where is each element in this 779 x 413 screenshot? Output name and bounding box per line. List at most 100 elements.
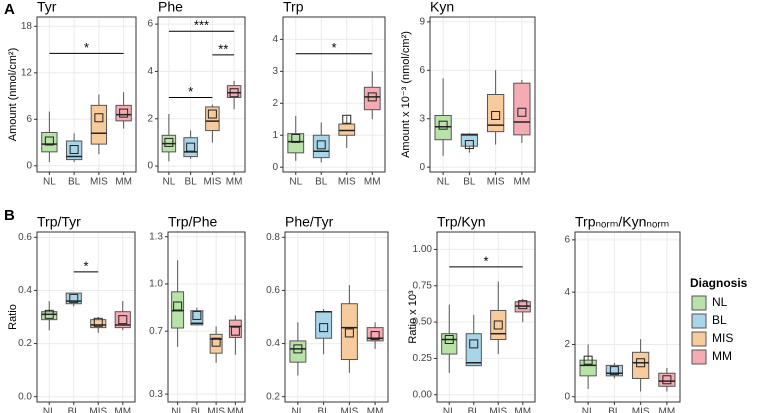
- mean: [44, 309, 54, 319]
- mean: [119, 108, 129, 118]
- box: [605, 364, 624, 377]
- x-tick-label: MIS: [338, 177, 356, 188]
- chart-title: Trp/Tyr: [37, 214, 81, 230]
- x-tick-label: BL: [608, 407, 621, 413]
- x-tick-label: NL: [291, 407, 304, 413]
- y-tick-label: 6: [419, 65, 425, 76]
- box: [228, 319, 242, 338]
- x-tick-label: MM: [364, 177, 381, 188]
- y-tick-label: 0.25: [413, 353, 433, 364]
- mean: [118, 315, 128, 325]
- legend-swatch: [691, 313, 707, 329]
- plot-border: [574, 231, 681, 403]
- mean: [192, 310, 202, 320]
- mean: [291, 133, 301, 143]
- box: [340, 303, 358, 360]
- y-tick-label: 0.8: [266, 232, 280, 243]
- x-tick-label: MIS: [203, 177, 221, 188]
- y-tick-label: 6: [147, 19, 153, 30]
- mean: [491, 110, 501, 120]
- mean: [211, 337, 221, 347]
- y-tick-label: 4: [564, 287, 570, 298]
- chart-title: Tyr: [37, 0, 57, 15]
- y-axis-label: Amount (nmol/cm²): [7, 48, 19, 142]
- x-tick-label: BL: [315, 177, 328, 188]
- y-tick-label: 0: [147, 161, 153, 172]
- box: [183, 137, 198, 158]
- mean: [319, 323, 329, 333]
- x-tick-label: MIS: [632, 407, 650, 413]
- x-tick-label: NL: [289, 177, 302, 188]
- box: [631, 351, 650, 379]
- box: [65, 292, 82, 305]
- mean: [370, 331, 380, 341]
- significance-label: **: [218, 41, 228, 56]
- y-tick-label: 0: [419, 162, 425, 173]
- x-tick-label: BL: [191, 407, 204, 413]
- y-tick-label: 0.0: [18, 391, 32, 402]
- box: [90, 319, 107, 329]
- y-tick-label: 0.75: [413, 280, 433, 291]
- mean: [583, 355, 593, 365]
- y-tick-label: 2: [147, 113, 153, 124]
- x-tick-label: BL: [68, 177, 81, 188]
- panel-label: B: [4, 207, 15, 224]
- x-tick-label: MM: [367, 407, 384, 413]
- box: [287, 133, 305, 154]
- box: [658, 372, 676, 387]
- legend-swatch: [691, 295, 707, 311]
- x-tick-label: MM: [227, 407, 244, 413]
- y-tick-label: 0.4: [18, 285, 32, 296]
- y-tick-label: 0.00: [413, 389, 433, 400]
- mean: [93, 317, 103, 327]
- box: [41, 311, 58, 321]
- y-tick-label: 1.00: [413, 244, 433, 255]
- x-tick-label: MIS: [340, 407, 358, 413]
- x-tick-label: BL: [463, 177, 476, 188]
- mean: [518, 300, 528, 310]
- plot-border: [284, 231, 389, 403]
- mean: [609, 366, 619, 376]
- legend-swatch: [691, 349, 707, 365]
- box: [465, 333, 482, 367]
- y-tick-label: 0.3: [149, 389, 163, 400]
- legend-swatch: [691, 331, 707, 347]
- y-tick-label: 3: [272, 66, 278, 77]
- box: [226, 85, 242, 98]
- y-tick-label: 12: [21, 67, 33, 78]
- chart-title: Kyn: [430, 0, 454, 15]
- x-tick-label: MIS: [89, 407, 107, 413]
- box: [289, 340, 307, 363]
- x-tick-label: MIS: [207, 407, 225, 413]
- box: [312, 134, 330, 159]
- plot-border: [436, 231, 536, 403]
- mean: [464, 140, 474, 150]
- plot-border: [429, 16, 536, 173]
- box: [579, 359, 597, 377]
- x-tick-label: MIS: [489, 407, 507, 413]
- y-tick-label: 9: [419, 16, 425, 27]
- box: [363, 86, 381, 111]
- panel-label: A: [4, 1, 15, 18]
- x-tick-label: BL: [318, 407, 331, 413]
- x-tick-label: NL: [43, 407, 56, 413]
- mean: [342, 114, 352, 124]
- x-tick-label: BL: [468, 407, 481, 413]
- x-tick-label: NL: [437, 177, 450, 188]
- x-tick-label: MM: [659, 407, 676, 413]
- x-tick-label: BL: [185, 177, 198, 188]
- significance-label: *: [188, 84, 193, 99]
- y-tick-label: 1.0: [149, 279, 163, 290]
- significance-label: *: [83, 258, 88, 273]
- mean: [207, 109, 217, 119]
- y-tick-label: 0.4: [266, 338, 280, 349]
- legend-label: NL: [712, 295, 728, 309]
- mean: [367, 92, 377, 102]
- box: [338, 123, 356, 136]
- box: [205, 106, 220, 132]
- mean: [517, 107, 527, 117]
- y-tick-label: 4: [147, 66, 153, 77]
- y-tick-label: 0: [564, 391, 570, 402]
- mean: [469, 339, 479, 349]
- y-axis-label: Amount x 10⁻³ (nmol/cm²): [400, 31, 412, 158]
